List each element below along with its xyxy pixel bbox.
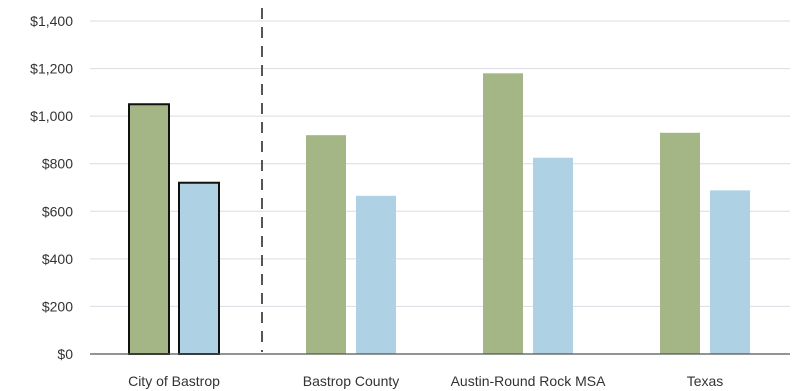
category-labels: City of Bastrop Bastrop County Austin-Roun… [128,373,723,389]
y-tick-label: $600 [42,203,73,219]
y-tick-label: $0 [57,346,73,362]
y-tick-label: $1,400 [30,13,73,29]
category-label: Bastrop County [303,373,400,389]
bar-austin-round-rock-msa-2 [533,157,573,354]
y-tick-label: $200 [42,298,73,314]
y-tick-label: $1,200 [30,61,73,77]
bar-city-of-bastrop-1 [128,103,170,355]
y-axis-ticks: $0 $200 $400 $600 $800 $1,000 $1,200 $1,400 [30,13,73,362]
bar-austin-round-rock-msa-1 [483,73,523,354]
category-label: City of Bastrop [128,373,220,389]
bar-texas-2 [710,190,750,354]
y-tick-label: $800 [42,156,73,172]
bars [128,73,750,355]
category-label: Texas [687,373,724,389]
bar-bastrop-county-1 [306,135,346,354]
y-tick-label: $400 [42,251,73,267]
category-label: Austin-Round Rock MSA [451,373,607,389]
bar-texas-1 [660,132,700,354]
bar-city-of-bastrop-2 [178,181,220,355]
bar-bastrop-county-2 [356,195,396,354]
y-tick-label: $1,000 [30,108,73,124]
